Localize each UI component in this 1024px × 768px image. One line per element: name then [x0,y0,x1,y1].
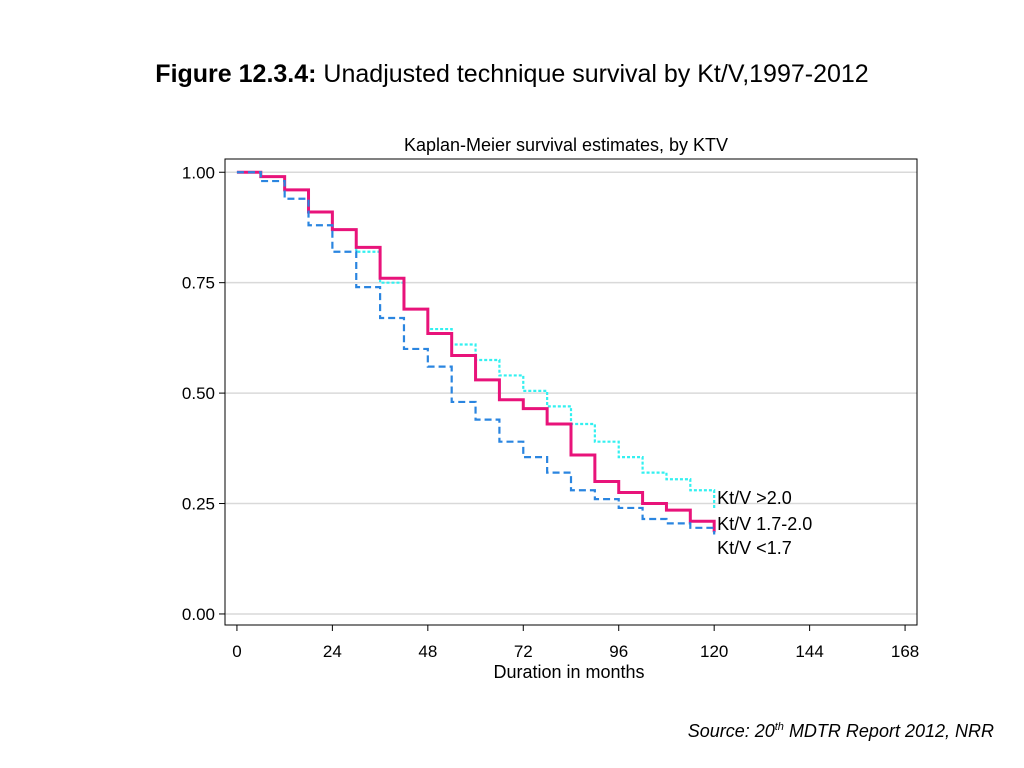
series-labels: Kt/V >2.0 Kt/V 1.7-2.0 Kt/V <1.7 [717,488,812,558]
figure-title: Figure 12.3.4: Unadjusted technique surv… [0,60,1024,89]
plot-frame [224,158,918,626]
source-note: Source: 20th MDTR Report 2012, NRR [688,721,994,742]
series-lines [236,170,716,535]
x-axis-label: Duration in months [493,662,644,682]
series-line [236,170,716,533]
y-tick-label: 1.00 [182,163,215,182]
x-tick-label: 144 [795,642,823,661]
x-tick-label: 72 [514,642,533,661]
series-line [236,171,716,535]
y-axis: 0.00 0.25 0.50 0.75 1.00 [182,163,225,624]
series-label: Kt/V >2.0 [717,488,792,508]
y-tick-label: 0.25 [182,495,215,514]
x-axis: 0 24 48 72 96 120 144 168 [232,625,919,661]
figure-label: Figure 12.3.4: [155,60,317,88]
x-tick-label: 48 [418,642,437,661]
x-tick-label: 0 [232,642,241,661]
x-tick-label: 168 [891,642,919,661]
x-tick-label: 24 [323,642,342,661]
gridlines [225,171,917,615]
y-tick-label: 0.75 [182,274,215,293]
figure-title-text: Unadjusted technique survival by Kt/V,19… [323,60,869,88]
source-suffix: MDTR Report 2012, NRR [783,721,994,741]
chart-title: Kaplan-Meier survival estimates, by KTV [404,135,728,155]
source-superscript: th [774,721,784,733]
y-tick-label: 0.50 [182,384,215,403]
source-prefix: Source: 20 [687,721,775,741]
y-tick-label: 0.00 [182,605,215,624]
x-tick-label: 96 [609,642,628,661]
series-label: Kt/V 1.7-2.0 [717,514,812,534]
series-label: Kt/V <1.7 [717,538,792,558]
x-tick-label: 120 [700,642,728,661]
